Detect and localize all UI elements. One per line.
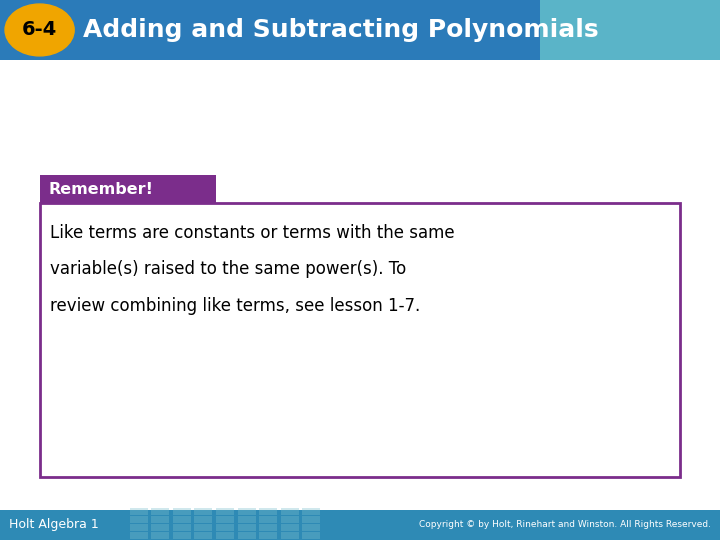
FancyBboxPatch shape [151,532,169,539]
FancyBboxPatch shape [544,31,562,43]
FancyBboxPatch shape [216,532,234,539]
FancyBboxPatch shape [216,509,234,515]
Text: variable(s) raised to the same power(s). To: variable(s) raised to the same power(s).… [50,260,407,279]
FancyBboxPatch shape [173,524,191,531]
Circle shape [5,4,74,56]
FancyBboxPatch shape [673,45,691,57]
FancyBboxPatch shape [587,3,605,15]
FancyBboxPatch shape [238,516,256,523]
FancyBboxPatch shape [281,516,299,523]
FancyBboxPatch shape [587,17,605,29]
FancyBboxPatch shape [259,532,277,539]
FancyBboxPatch shape [652,17,670,29]
FancyBboxPatch shape [302,524,320,531]
FancyBboxPatch shape [630,17,648,29]
FancyBboxPatch shape [608,3,626,15]
FancyBboxPatch shape [40,175,216,203]
FancyBboxPatch shape [695,17,713,29]
FancyBboxPatch shape [652,45,670,57]
FancyBboxPatch shape [259,524,277,531]
FancyBboxPatch shape [151,524,169,531]
FancyBboxPatch shape [565,3,583,15]
Text: Remember!: Remember! [48,181,153,197]
Text: Like terms are constants or terms with the same: Like terms are constants or terms with t… [50,224,455,242]
Text: review combining like terms, see lesson 1-7.: review combining like terms, see lesson … [50,297,420,315]
FancyBboxPatch shape [608,17,626,29]
FancyBboxPatch shape [281,532,299,539]
FancyBboxPatch shape [130,516,148,523]
FancyBboxPatch shape [0,510,720,540]
FancyBboxPatch shape [281,509,299,515]
FancyBboxPatch shape [151,509,169,515]
FancyBboxPatch shape [695,3,713,15]
FancyBboxPatch shape [302,509,320,515]
FancyBboxPatch shape [608,45,626,57]
FancyBboxPatch shape [630,31,648,43]
FancyBboxPatch shape [302,516,320,523]
FancyBboxPatch shape [565,31,583,43]
FancyBboxPatch shape [544,3,562,15]
FancyBboxPatch shape [652,3,670,15]
FancyBboxPatch shape [0,0,540,60]
FancyBboxPatch shape [630,45,648,57]
FancyBboxPatch shape [259,516,277,523]
FancyBboxPatch shape [194,532,212,539]
FancyBboxPatch shape [673,17,691,29]
FancyBboxPatch shape [673,3,691,15]
Text: Adding and Subtracting Polynomials: Adding and Subtracting Polynomials [83,18,598,42]
FancyBboxPatch shape [173,516,191,523]
FancyBboxPatch shape [238,532,256,539]
Text: 6-4: 6-4 [22,21,57,39]
FancyBboxPatch shape [544,45,562,57]
FancyBboxPatch shape [540,0,720,60]
FancyBboxPatch shape [194,509,212,515]
FancyBboxPatch shape [216,516,234,523]
FancyBboxPatch shape [238,509,256,515]
FancyBboxPatch shape [130,509,148,515]
FancyBboxPatch shape [216,524,234,531]
FancyBboxPatch shape [652,31,670,43]
FancyBboxPatch shape [587,31,605,43]
FancyBboxPatch shape [565,45,583,57]
FancyBboxPatch shape [194,524,212,531]
FancyBboxPatch shape [565,17,583,29]
FancyBboxPatch shape [630,3,648,15]
FancyBboxPatch shape [587,45,605,57]
FancyBboxPatch shape [695,31,713,43]
FancyBboxPatch shape [673,31,691,43]
FancyBboxPatch shape [40,203,680,477]
FancyBboxPatch shape [130,524,148,531]
FancyBboxPatch shape [173,532,191,539]
FancyBboxPatch shape [281,524,299,531]
FancyBboxPatch shape [173,509,191,515]
FancyBboxPatch shape [608,31,626,43]
FancyBboxPatch shape [695,45,713,57]
FancyBboxPatch shape [259,509,277,515]
FancyBboxPatch shape [302,532,320,539]
FancyBboxPatch shape [151,516,169,523]
FancyBboxPatch shape [238,524,256,531]
FancyBboxPatch shape [544,17,562,29]
FancyBboxPatch shape [130,532,148,539]
Text: Copyright © by Holt, Rinehart and Winston. All Rights Reserved.: Copyright © by Holt, Rinehart and Winsto… [419,521,711,529]
FancyBboxPatch shape [194,516,212,523]
Text: Holt Algebra 1: Holt Algebra 1 [9,518,99,531]
